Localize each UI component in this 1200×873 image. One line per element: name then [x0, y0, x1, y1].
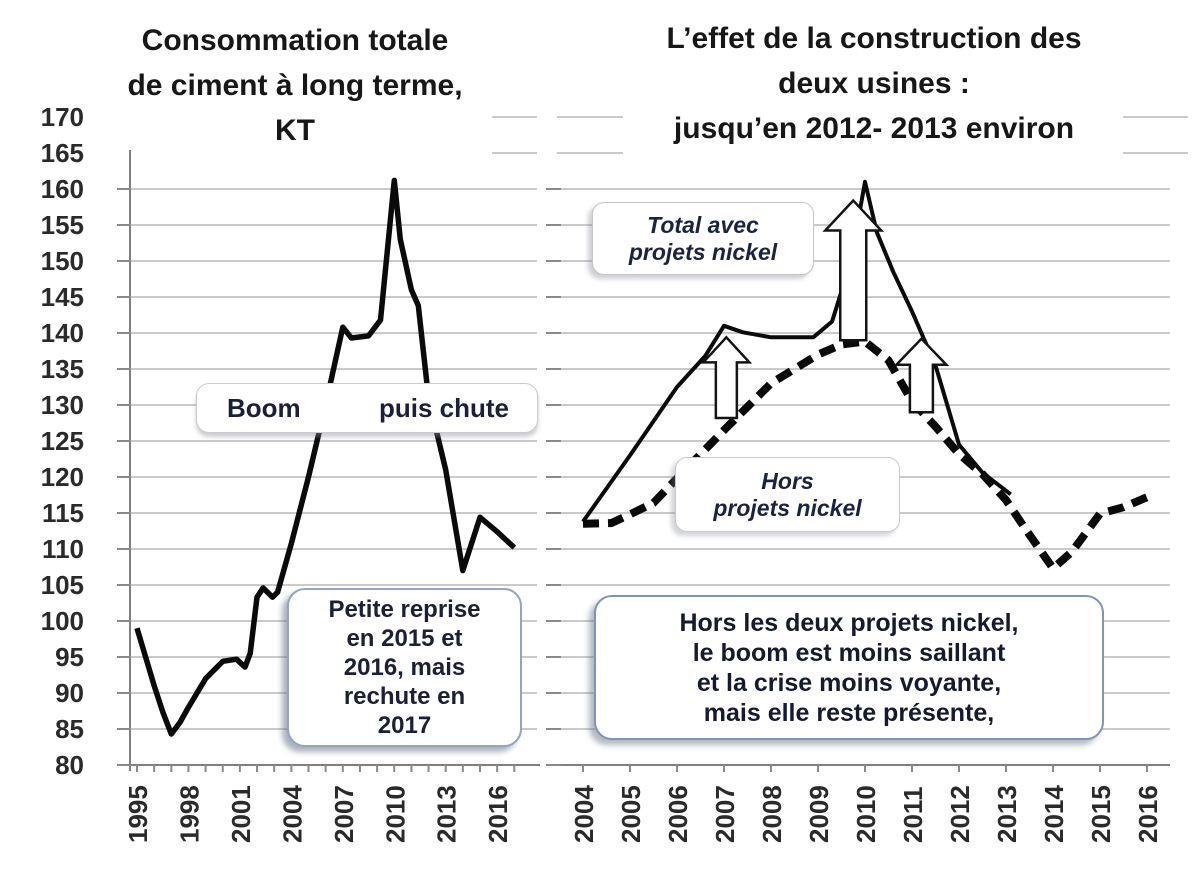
right-note-callout: Hors les deux projets nickel, le boom est… [594, 595, 1104, 740]
up-arrow-icon [700, 335, 753, 420]
y-axis-label: 110 [42, 534, 84, 564]
y-axis-label: 135 [41, 354, 84, 384]
boom-chute-callout: Boom puis chute [196, 383, 538, 433]
y-axis-label: 155 [41, 210, 84, 240]
left-note-line: Petite reprise [328, 596, 481, 623]
right-x-axis-label: 2005 [616, 785, 646, 843]
y-axis-label: 160 [41, 174, 84, 204]
left-note-line: 2017 [377, 712, 432, 739]
y-axis-label: 165 [41, 138, 84, 168]
y-axis-label: 150 [41, 246, 84, 276]
hors-projets-label: Hors projets nickel [675, 457, 900, 532]
right-title-line: L’effet de la construction des [666, 22, 1082, 55]
left-x-axis-label: 2007 [329, 785, 359, 843]
y-axis-label: 140 [41, 318, 84, 348]
left-x-axis-label: 2013 [432, 785, 462, 843]
right-title-line: deux usines : [778, 67, 970, 100]
y-axis-label: 85 [55, 714, 84, 744]
left-note-callout: Petite reprise en 2015 et 2016, mais rechut… [287, 588, 522, 747]
left-x-axis-label: 1998 [174, 785, 204, 843]
y-axis-label: 125 [41, 426, 84, 456]
y-axis-label: 100 [41, 606, 84, 636]
left-x-axis-label: 2004 [277, 785, 307, 843]
right-x-axis-label: 2010 [851, 785, 881, 843]
right-note-line: et la crise moins voyante, [696, 668, 1002, 697]
total-label-line: Total avec [647, 211, 759, 238]
right-x-axis-label: 2004 [569, 785, 599, 843]
hors-label-line: projets nickel [713, 494, 862, 521]
left-x-axis-label: 2001 [226, 785, 256, 843]
right-chart-title: L’effet de la construction des deux usine… [565, 16, 1183, 151]
left-title-line: Consommation totale [141, 24, 449, 57]
left-cement-line [134, 177, 517, 737]
left-note-line: rechute en [343, 683, 466, 710]
y-axis-label: 90 [55, 678, 84, 708]
right-x-axis-label: 2016 [1133, 785, 1163, 843]
right-x-axis-label: 2012 [945, 785, 975, 843]
right-note-line: Hors les deux projets nickel, [679, 608, 1019, 637]
total-label-line: projets nickel [628, 238, 778, 265]
right-x-axis-label: 2015 [1086, 785, 1116, 843]
y-axis-label: 105 [41, 570, 84, 600]
right-note-line: mais elle reste présente, [703, 698, 995, 727]
y-axis-label: 130 [41, 390, 84, 420]
chute-label: puis chute [378, 392, 509, 423]
y-axis-label: 170 [41, 102, 84, 132]
right-x-axis-label: 2006 [663, 785, 693, 843]
left-note-line: en 2015 et [346, 625, 463, 652]
right-note-line: le boom est moins saillant [692, 638, 1006, 667]
y-axis-label: 115 [42, 498, 84, 528]
left-x-axis-label: 2010 [380, 785, 410, 843]
right-x-axis-label: 2014 [1039, 785, 1069, 843]
y-axis-label: 145 [41, 282, 84, 312]
left-title-line: de ciment à long terme, [127, 69, 463, 102]
right-x-axis-label: 2007 [710, 785, 740, 843]
right-title-line: jusqu’en 2012- 2013 environ [673, 112, 1075, 145]
right-x-axis-label: 2013 [992, 785, 1022, 843]
left-chart-title: Consommation totale de ciment à long term… [70, 18, 520, 153]
y-axis-label: 95 [55, 642, 84, 672]
y-axis-label: 80 [55, 750, 84, 780]
y-axis-label: 120 [41, 462, 84, 492]
left-x-axis-label: 1995 [123, 785, 153, 843]
right-x-axis-label: 2009 [804, 785, 834, 843]
boom-label: Boom [227, 392, 301, 423]
left-note-line: 2016, mais [343, 654, 466, 681]
up-arrow-icon [893, 336, 950, 414]
hors-projets-dashed-line [582, 337, 1149, 573]
up-arrow-icon [822, 198, 885, 342]
right-x-axis-label: 2011 [898, 787, 928, 843]
right-x-axis-label: 2008 [757, 785, 787, 843]
total-avec-projets-label: Total avec projets nickel [592, 202, 814, 275]
left-title-line: KT [275, 114, 315, 147]
left-x-axis-label: 2016 [483, 785, 513, 843]
hors-label-line: Hors [761, 467, 814, 494]
